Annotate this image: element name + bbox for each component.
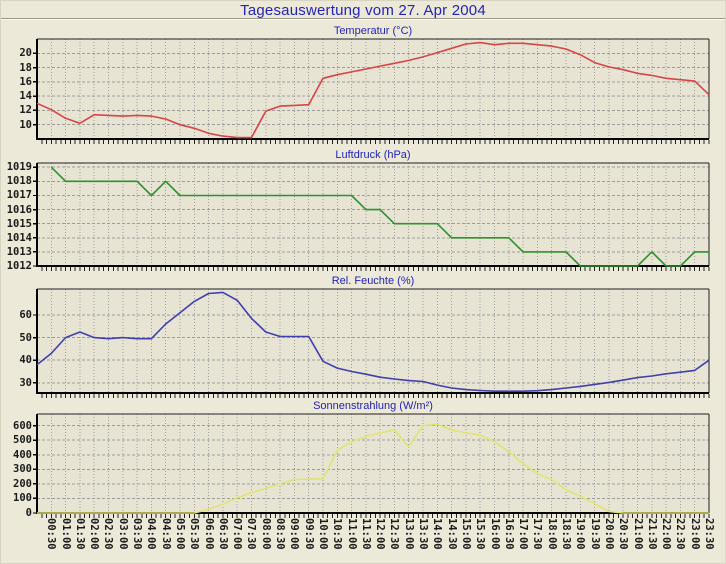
sonnenstrahlung-chart-title: Sonnenstrahlung (W/m²): [313, 400, 433, 412]
luftdruck-ytick-label: 1014: [6, 231, 32, 244]
luftdruck-ytick-label: 1015: [6, 217, 32, 230]
luftdruck-ytick-label: 1019: [6, 161, 32, 174]
sonnenstrahlung-ytick-label: 100: [13, 492, 32, 505]
temperatur-ytick-label: 14: [19, 90, 32, 103]
luftdruck-chart-title: Luftdruck (hPa): [335, 149, 411, 161]
temperatur-ytick-label: 10: [19, 118, 32, 131]
rel-feuchte-chart-title: Rel. Feuchte (%): [331, 275, 415, 287]
rel-feuchte-ytick-label: 50: [19, 331, 32, 344]
luftdruck-series-line: [50, 166, 709, 267]
title-divider: [1, 18, 725, 20]
luftdruck-ytick-label: 1013: [6, 245, 32, 258]
sonnenstrahlung-ytick-label: 500: [13, 434, 32, 447]
luftdruck-ytick-label: 1016: [6, 203, 32, 216]
temperatur-ytick-label: 16: [19, 75, 32, 88]
temperatur-plot-area: [37, 39, 709, 139]
rel-feuchte-plot-area: [37, 289, 709, 393]
rel-feuchte-ytick-label: 40: [19, 354, 32, 367]
page-title: Tagesauswertung vom 27. Apr 2004: [240, 2, 486, 19]
sonnenstrahlung-ytick-label: 0: [25, 507, 32, 519]
temperatur-chart-title: Temperatur (°C): [333, 25, 413, 37]
sonnenstrahlung-series-line: [37, 423, 709, 514]
sonnenstrahlung-ytick-label: 400: [13, 448, 32, 461]
rel-feuchte-ytick-label: 30: [19, 376, 32, 389]
luftdruck-ytick-label: 1012: [6, 260, 32, 272]
luftdruck-plot-area: [37, 163, 709, 266]
sonnenstrahlung-ytick-label: 200: [13, 477, 32, 490]
rel-feuchte-ytick-label: 60: [19, 309, 32, 321]
temperatur-ytick-label: 20: [19, 47, 32, 60]
sonnenstrahlung-plot-area: [37, 414, 709, 513]
sonnenstrahlung-ytick-label: 300: [13, 463, 32, 476]
sonnenstrahlung-ytick-label: 600: [13, 419, 32, 432]
temperatur-ytick-label: 18: [19, 61, 32, 74]
luftdruck-ytick-label: 1018: [6, 175, 32, 188]
temperatur-series-line: [36, 41, 710, 139]
temperatur-ytick-label: 12: [19, 104, 32, 117]
luftdruck-ytick-label: 1017: [6, 189, 32, 202]
rel-feuchte-series-line: [36, 291, 710, 393]
